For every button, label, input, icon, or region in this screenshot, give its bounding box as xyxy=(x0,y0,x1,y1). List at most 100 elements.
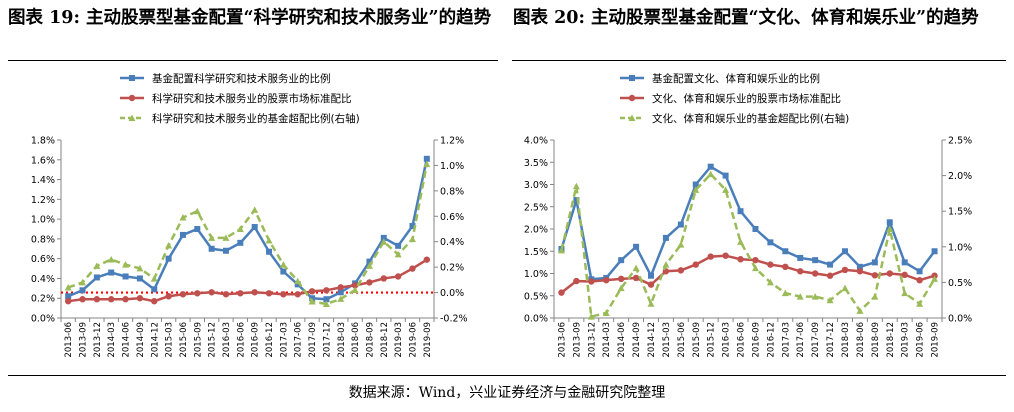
left-chart-series-3-point xyxy=(64,283,72,291)
left-chart-x-tick-label: 2016-12 xyxy=(265,322,275,358)
right-chart-left-tick-label: 2.0% xyxy=(524,225,548,236)
left-chart-x-tick-label: 2015-03 xyxy=(165,322,175,358)
left-chart-series-3-point xyxy=(351,286,359,294)
right-chart-series-1-point xyxy=(827,261,834,268)
left-chart-left-tick-label: 1.0% xyxy=(31,215,55,226)
left-chart-x-tick-label: 2019-03 xyxy=(394,322,404,358)
left-chart-series-1-point xyxy=(337,289,344,296)
right-chart-x-tick-label: 2017-12 xyxy=(826,322,836,358)
left-chart-series-3-point xyxy=(179,214,187,221)
left-chart-series-1-point xyxy=(136,275,143,282)
left-chart-series-1-point xyxy=(151,286,158,293)
right-chart-series-3-point xyxy=(737,238,745,245)
right-chart-x-tick-label: 2019-03 xyxy=(901,322,911,358)
right-chart-series-3-point xyxy=(901,289,909,297)
right-chart-series-2-point xyxy=(647,281,655,288)
right-chart-series-3-point xyxy=(602,309,610,317)
right-chart-x-tick-label: 2013-09 xyxy=(572,322,582,358)
left-chart-x-tick-label: 2016-06 xyxy=(236,322,246,358)
left-chart-series-3-point xyxy=(222,234,230,241)
right-chart-series-1-line xyxy=(560,165,936,281)
right-chart-x-tick-label: 2017-06 xyxy=(796,322,806,358)
left-chart-series-2-point xyxy=(93,296,101,303)
right-chart: 基金配置文化、体育和娱乐业的比例文化、体育和娱乐业的股票市场标准配比文化、体育和… xyxy=(524,72,972,358)
left-chart-series-2-point xyxy=(423,256,431,263)
left-chart-series-3-point xyxy=(308,297,316,305)
right-chart-title: 图表 20: 主动股票型基金配置“文化、体育和娱乐业”的趋势 xyxy=(513,8,979,28)
left-chart-series-1-point xyxy=(237,239,244,246)
source-note: 数据来源：Wind，兴业证券经济与金融研究院整理 xyxy=(348,385,666,401)
right-chart-series-1-point xyxy=(618,257,625,264)
left-chart-x-tick-label: 2014-09 xyxy=(136,322,146,358)
left-chart-x-tick-label: 2017-06 xyxy=(294,322,304,358)
left-chart-legend-label: 科学研究和技术服务业的股票市场标准配比 xyxy=(152,92,352,105)
right-chart-x-tick-label: 2017-03 xyxy=(781,322,791,358)
left-chart-series-2-point xyxy=(280,291,287,298)
right-chart-series-2-point xyxy=(692,261,699,268)
left-chart-title: 图表 19: 主动股票型基金配置“科学研究和技术服务业”的趋势 xyxy=(8,8,492,28)
right-chart-x-tick-label: 2014-06 xyxy=(617,322,627,358)
left-chart-series-2-point xyxy=(337,284,344,291)
left-chart-series-3-point xyxy=(423,160,431,168)
right-chart-series-2-point xyxy=(722,252,729,259)
left-chart-legend-item: 科学研究和技术服务业的基金超配比例(右轴) xyxy=(120,112,360,125)
right-chart-right-tick-label: 1.0% xyxy=(948,242,972,253)
left-chart-legend-item: 科学研究和技术服务业的股票市场标准配比 xyxy=(120,92,352,105)
left-chart-legend-marker xyxy=(128,94,136,102)
left-chart-series-2-point xyxy=(179,291,187,298)
right-chart-legend-item: 文化、体育和娱乐业的基金超配比例(右轴) xyxy=(620,112,849,125)
right-chart-series-2-point xyxy=(901,271,908,279)
right-chart-x-tick-label: 2015-06 xyxy=(677,322,687,358)
right-chart-series-2-point xyxy=(841,266,849,274)
left-chart-series-1-point xyxy=(208,245,215,252)
left-chart-series-1-point xyxy=(222,247,229,254)
left-chart-left-tick-label: 0.6% xyxy=(31,254,55,265)
right-chart-series-1-point xyxy=(812,257,819,264)
left-chart-series-2-point xyxy=(122,296,129,303)
left-chart-left-tick-label: 1.2% xyxy=(31,195,55,206)
right-chart-x-tick-label: 2015-03 xyxy=(662,322,672,358)
right-chart-legend-marker xyxy=(629,75,635,81)
left-chart-x-tick-label: 2016-03 xyxy=(222,322,232,358)
right-chart-left-tick-label: 3.5% xyxy=(524,158,548,169)
right-chart-right-tick-label: 2.5% xyxy=(948,136,972,147)
left-chart-x-tick-label: 2015-12 xyxy=(208,322,218,358)
left-chart-series-2-point xyxy=(323,287,330,294)
left-chart-left-tick-label: 1.4% xyxy=(31,175,55,186)
left-chart-x-tick-label: 2015-09 xyxy=(193,322,203,358)
left-chart-series-1-point xyxy=(165,255,172,262)
left-chart-legend-label: 科学研究和技术服务业的基金超配比例(右轴) xyxy=(152,112,360,125)
right-chart-right-tick-label: 1.5% xyxy=(948,207,972,218)
left-chart-right-tick-label: 1.0% xyxy=(440,161,464,172)
right-chart-series-1-point xyxy=(573,197,580,204)
left-chart-series-1-point xyxy=(79,287,86,294)
right-chart-series-3-point xyxy=(632,264,640,272)
right-chart-series-3-point xyxy=(751,264,759,272)
right-chart-series-3-point xyxy=(826,296,834,304)
left-chart-right-tick-label: 0.0% xyxy=(440,288,464,299)
left-chart-right-tick-label: 0.2% xyxy=(440,263,464,274)
right-chart-series-3-point xyxy=(677,241,685,248)
left-chart-series-1-point xyxy=(409,223,416,230)
right-chart-series-2-point xyxy=(797,268,804,275)
left-chart-series-3-point xyxy=(279,261,287,268)
left-chart-series-2-point xyxy=(194,290,201,297)
left-chart-series-3-point xyxy=(394,250,402,258)
left-chart-legend-marker xyxy=(129,75,135,81)
left-chart-series-2-point xyxy=(64,297,72,305)
right-chart-series-3-point xyxy=(931,275,939,282)
left-chart-series-2-point xyxy=(136,295,144,302)
left-chart-x-tick-label: 2019-06 xyxy=(408,322,418,358)
right-chart-series-3-point xyxy=(796,293,804,300)
left-chart-right-tick-label: 0.6% xyxy=(440,212,464,223)
right-title-rule xyxy=(512,60,1006,61)
left-chart-series-1-point xyxy=(251,224,258,231)
right-chart-series-1-point xyxy=(916,268,923,275)
left-chart-series-2-point xyxy=(265,290,273,297)
right-chart-left-tick-label: 1.0% xyxy=(524,269,548,280)
right-chart-series-1-point xyxy=(722,172,729,179)
left-chart-x-tick-label: 2017-03 xyxy=(279,322,289,358)
left-chart-left-tick-label: 0.2% xyxy=(31,294,55,305)
left-chart-x-tick-label: 2016-09 xyxy=(251,322,261,358)
right-chart-series-3-point xyxy=(871,293,879,300)
